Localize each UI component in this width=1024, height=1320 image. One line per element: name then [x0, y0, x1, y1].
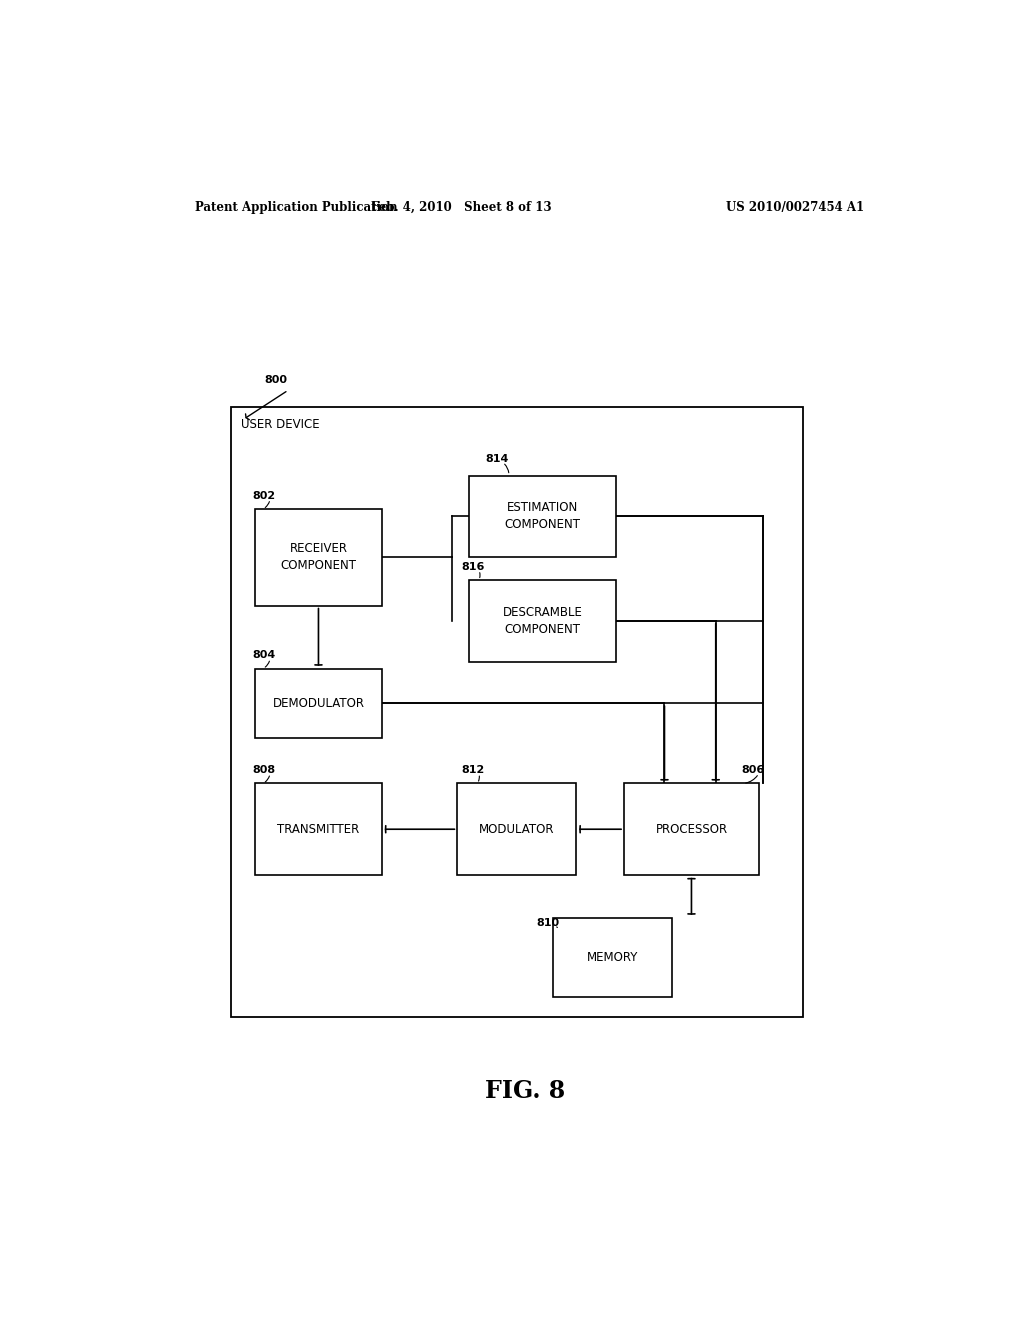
Text: Patent Application Publication: Patent Application Publication [196, 201, 398, 214]
Text: DESCRAMBLE
COMPONENT: DESCRAMBLE COMPONENT [503, 606, 583, 636]
Text: FIG. 8: FIG. 8 [484, 1080, 565, 1104]
Text: 816: 816 [461, 562, 484, 572]
Bar [553, 917, 672, 997]
Text: DEMODULATOR: DEMODULATOR [272, 697, 365, 710]
Text: 812: 812 [461, 766, 484, 775]
Bar [624, 784, 759, 875]
Text: 814: 814 [485, 454, 509, 465]
Text: RECEIVER
COMPONENT: RECEIVER COMPONENT [281, 543, 356, 573]
Text: ESTIMATION
COMPONENT: ESTIMATION COMPONENT [505, 502, 581, 531]
Text: Feb. 4, 2010   Sheet 8 of 13: Feb. 4, 2010 Sheet 8 of 13 [371, 201, 552, 214]
Text: 808: 808 [253, 766, 275, 775]
Bar [255, 510, 382, 606]
Text: 806: 806 [741, 766, 765, 775]
Text: TRANSMITTER: TRANSMITTER [278, 822, 359, 836]
Text: MODULATOR: MODULATOR [479, 822, 555, 836]
Text: USER DEVICE: USER DEVICE [241, 417, 319, 430]
Text: 804: 804 [253, 651, 275, 660]
Bar [469, 475, 616, 557]
Bar [255, 669, 382, 738]
Text: US 2010/0027454 A1: US 2010/0027454 A1 [726, 201, 863, 214]
Text: 810: 810 [537, 917, 560, 928]
Text: 802: 802 [253, 491, 275, 500]
Bar [231, 408, 803, 1018]
Bar [255, 784, 382, 875]
Text: MEMORY: MEMORY [587, 950, 638, 964]
Text: PROCESSOR: PROCESSOR [655, 822, 727, 836]
Bar [469, 581, 616, 661]
Text: 800: 800 [264, 375, 288, 385]
Bar [458, 784, 577, 875]
